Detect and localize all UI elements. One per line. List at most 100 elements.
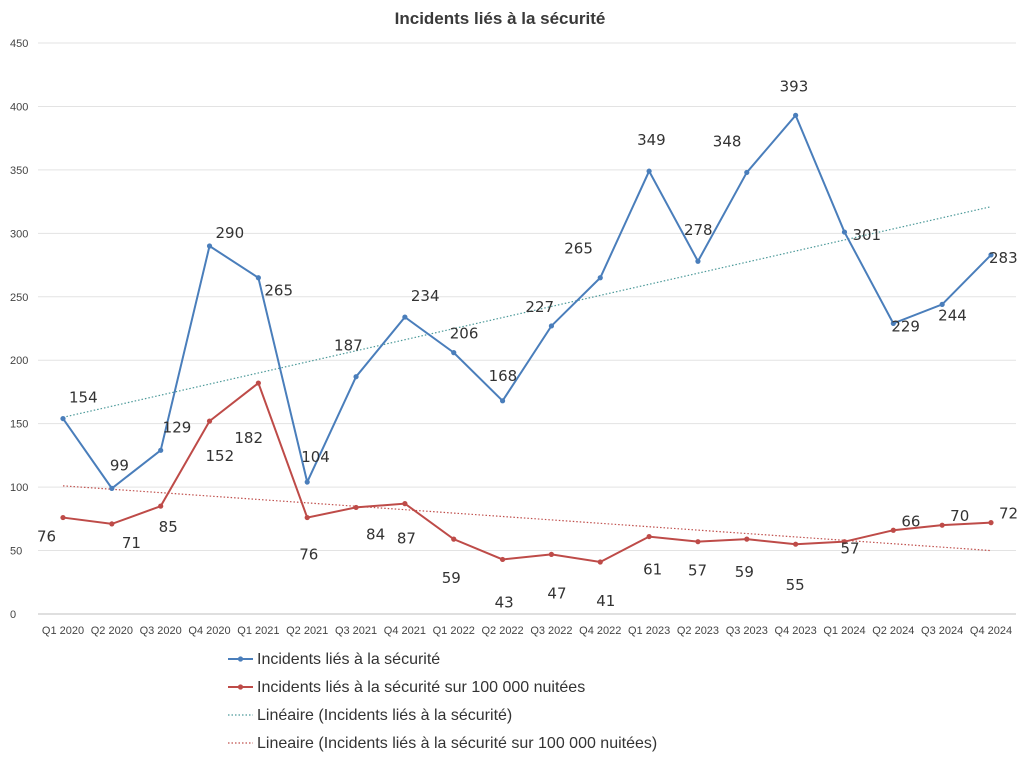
data-label: 43 [495,593,514,611]
data-point [109,485,115,491]
data-point [744,536,750,542]
data-label: 187 [334,337,363,355]
data-label: 84 [366,525,385,543]
series-line-1 [62,113,992,490]
data-point [695,539,701,545]
data-label: 57 [688,562,707,580]
data-label: 87 [397,530,416,548]
data-point [206,418,213,424]
y-tick-label: 450 [10,38,28,50]
data-label: 66 [901,512,920,530]
data-label: 278 [684,221,713,239]
x-tick-label: Q1 2021 [237,625,279,637]
data-point [499,556,506,563]
data-point [793,541,799,547]
x-tick-label: Q2 2024 [872,625,914,637]
x-tick-label: Q2 2020 [91,625,133,637]
trendline [62,206,992,418]
y-axis: 0 50 100 150 200 250 300 350 400 450 [10,38,28,621]
data-label: 61 [643,561,662,579]
data-point [255,380,261,386]
x-tick-label: Q3 2020 [140,625,182,637]
x-tick-label: Q3 2024 [921,625,963,637]
y-tick-label: 400 [10,101,28,113]
gridlines [38,42,1016,615]
data-point [548,323,555,329]
data-label: 85 [159,518,178,536]
x-tick-label: Q2 2022 [481,625,523,637]
data-label: 229 [891,317,920,335]
x-axis: Q1 2020 Q2 2020 Q3 2020 Q4 2020 Q1 2021 Q2 20… [42,625,1012,637]
x-tick-label: Q1 2022 [433,625,475,637]
trendlines [62,206,992,552]
data-point [206,243,213,249]
data-point [451,536,457,542]
data-point [255,275,261,281]
data-label: 59 [442,569,461,587]
data-label: 59 [735,563,754,581]
data-point [597,559,603,565]
data-label: 57 [840,540,859,558]
legend-label: Incidents liés à la sécurité [257,651,440,668]
series-line-2 [62,381,992,564]
data-label: 71 [122,534,141,552]
legend-label: Incidents liés à la sécurité sur 100 000… [257,679,585,696]
data-point [988,520,994,526]
x-tick-label: Q3 2022 [530,625,572,637]
data-point [841,229,848,235]
series-lines [60,112,994,565]
y-tick-label: 50 [10,546,22,558]
data-label: 206 [450,325,479,343]
data-label: 348 [713,132,742,150]
data-point [793,112,799,118]
data-label: 152 [206,447,235,465]
data-label: 227 [525,298,554,316]
data-point [402,501,408,507]
data-point [939,301,945,307]
data-label: 349 [637,131,666,149]
data-label: 76 [299,546,318,564]
data-point [60,415,66,422]
data-label: 182 [234,429,263,447]
data-point [499,398,506,404]
data-label: 76 [37,528,56,546]
data-point [304,479,310,485]
data-point [353,504,359,511]
y-tick-label: 250 [10,292,28,304]
data-point [988,252,994,258]
legend-marker [237,684,244,690]
data-label: 290 [216,224,245,242]
data-label: 265 [264,282,293,300]
legend-marker [237,656,244,662]
data-label: 104 [301,448,330,466]
data-label: 41 [596,592,615,610]
data-point [646,168,652,174]
data-point [597,275,603,281]
data-label: 283 [989,249,1018,267]
x-tick-label: Q4 2024 [970,625,1012,637]
data-point [451,350,457,356]
data-labels: 154 99 129 290 265 104 187 234 206 168 227 265 349 27… [37,77,1018,611]
data-point [158,447,164,453]
data-point [939,522,945,528]
x-tick-label: Q4 2022 [579,625,621,637]
x-tick-label: Q1 2024 [823,625,865,637]
data-point [304,514,310,521]
x-tick-label: Q2 2023 [677,625,719,637]
data-label: 154 [69,389,98,407]
x-tick-label: Q4 2020 [188,625,230,637]
y-tick-label: 200 [10,355,28,367]
data-label: 47 [547,584,566,602]
x-tick-label: Q3 2023 [726,625,768,637]
x-tick-label: Q4 2023 [775,625,817,637]
x-tick-label: Q3 2021 [335,625,377,637]
data-point [744,169,750,176]
y-tick-label: 350 [10,165,28,177]
data-point [841,539,848,545]
chart-title: Incidents liés à la sécurité [395,9,606,28]
data-label: 301 [852,226,881,244]
data-point [890,320,896,327]
data-point [109,521,115,527]
